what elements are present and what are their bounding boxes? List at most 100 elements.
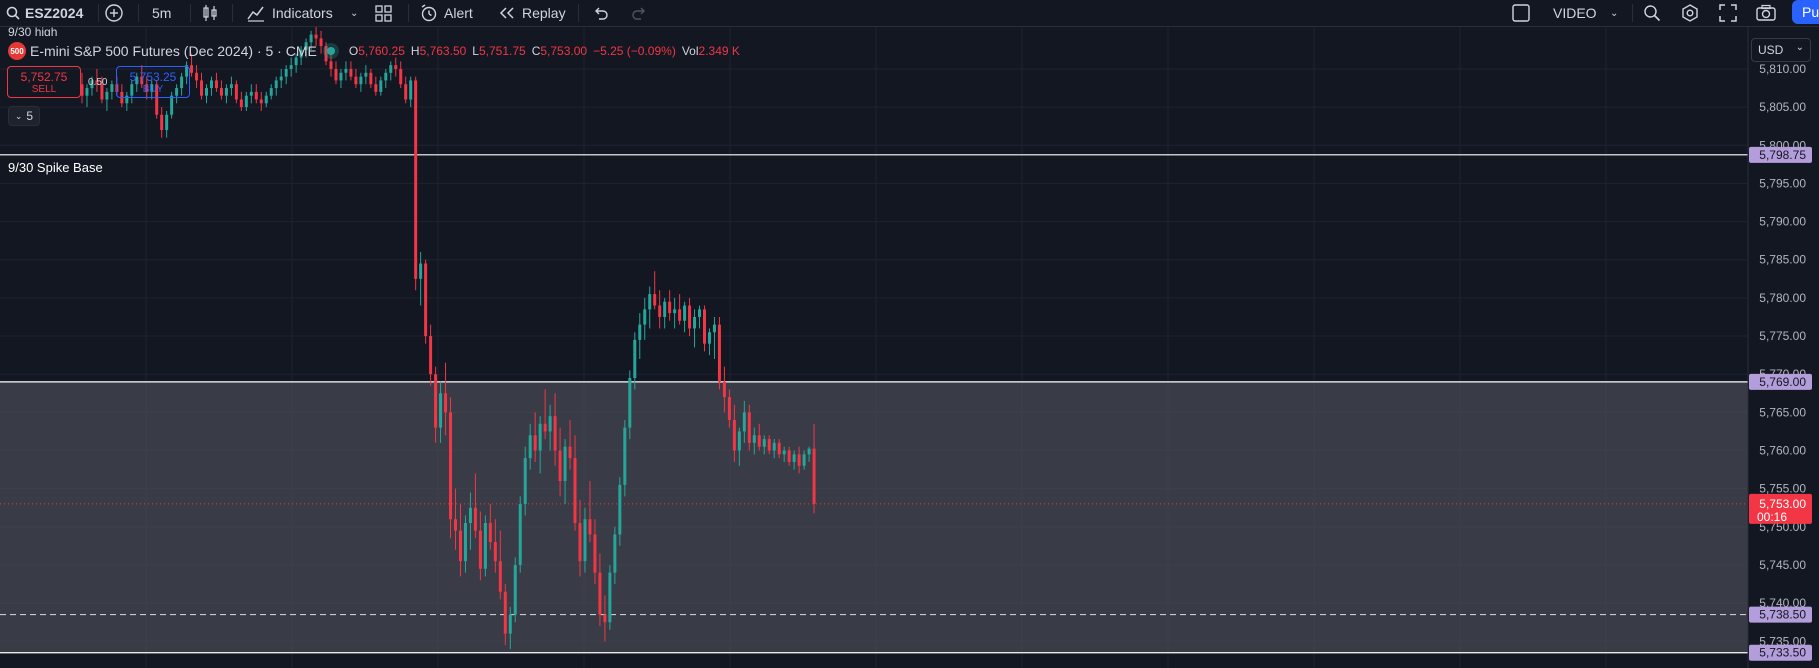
candle-body [732, 419, 736, 451]
level-price-tag: 5,733.50 [1759, 646, 1806, 660]
ohlc-low: L5,751.75 [472, 44, 525, 58]
candle-body [583, 519, 587, 562]
publish-button[interactable]: Pu [1792, 0, 1819, 24]
alert-button[interactable]: Alert [420, 0, 473, 26]
candle-body [90, 80, 94, 89]
buy-label: BUY [142, 84, 164, 95]
toolbar-divider [138, 4, 139, 22]
candle-body [658, 305, 662, 317]
indicators-label: Indicators [272, 5, 333, 21]
expand-icon [1719, 4, 1737, 22]
buy-button[interactable]: 5,753.25 BUY [116, 66, 190, 98]
undo-button[interactable] [593, 0, 609, 26]
publish-label: Pu [1802, 4, 1819, 20]
candle-body [767, 439, 771, 451]
candle-body [792, 454, 796, 462]
candle-body [707, 332, 711, 344]
candle-body [473, 507, 477, 531]
axis-tick-label: 5,790.00 [1759, 215, 1806, 229]
candle-body [528, 435, 532, 459]
sell-label: SELL [31, 84, 57, 95]
candle-body [234, 84, 238, 100]
instrument-title[interactable]: E-mini S&P 500 Futures (Dec 2024) · 5 · … [30, 43, 317, 59]
level-price-tag-bg [1749, 644, 1812, 661]
candle-body [772, 442, 776, 451]
candle-body [110, 84, 114, 92]
video-button[interactable]: VIDEO [1553, 0, 1597, 26]
current-price-tag-bg [1749, 493, 1812, 524]
candle-body [762, 439, 766, 447]
quick-search-button[interactable] [1643, 0, 1661, 26]
candle-body [742, 412, 746, 432]
candle-body [698, 309, 702, 317]
candle-body [224, 88, 228, 96]
ohlc-high: H5,763.50 [411, 44, 466, 58]
currency-select[interactable]: USD ⌄ [1751, 38, 1811, 62]
candle-body [190, 65, 194, 73]
level-lines [0, 154, 1748, 654]
toolbar-divider [578, 4, 579, 22]
candle-body [693, 316, 697, 329]
replay-button[interactable]: Replay [498, 0, 566, 26]
video-dropdown[interactable]: ⌄ [1610, 0, 1618, 26]
symbol-search[interactable]: ESZ2024 [6, 0, 83, 26]
price-axis[interactable] [1748, 27, 1819, 668]
candle-body [573, 458, 577, 524]
candle-body [95, 80, 99, 85]
indicators-icon [247, 6, 264, 22]
candle-body [668, 301, 672, 314]
price-chart[interactable]: 5,735.005,740.005,745.005,750.005,755.00… [0, 27, 1819, 668]
candle-body [195, 72, 199, 81]
candle-body [488, 523, 492, 543]
candle-body [259, 99, 263, 104]
toolbar-divider [232, 4, 233, 22]
spike-base-label: 9/30 Spike Base [8, 160, 103, 175]
candle-body [329, 61, 333, 69]
candle-body [394, 65, 398, 69]
candle-body [379, 80, 383, 92]
chart-type-button[interactable] [202, 0, 218, 26]
candle-body [175, 88, 179, 96]
candle-body [344, 68, 348, 73]
currency-value: USD [1758, 43, 1784, 57]
candle-body [493, 542, 497, 562]
fullscreen-toggle[interactable] [1512, 0, 1530, 26]
candle-body [538, 423, 542, 451]
chevron-down-icon: ⌄ [14, 110, 23, 121]
legend-collapse-button[interactable]: ⌄ 5 [8, 106, 40, 126]
layouts-button[interactable] [375, 0, 392, 26]
ohlc-high-value: 5,763.50 [419, 44, 467, 58]
maximize-button[interactable] [1719, 0, 1737, 26]
indicators-dropdown[interactable]: ⌄ [350, 0, 358, 26]
candle-body [454, 519, 457, 531]
candle-body [712, 324, 716, 333]
chevron-down-icon: ⌄ [1610, 7, 1619, 19]
volume: Vol2.349 K [682, 44, 740, 58]
settings-button[interactable] [1681, 0, 1699, 26]
candle-body [339, 72, 343, 81]
alert-label: Alert [444, 5, 473, 21]
candle-body [633, 339, 637, 379]
snapshot-button[interactable] [1756, 0, 1776, 26]
interval-button[interactable]: 5m [152, 0, 171, 26]
axis-tick-label: 5,785.00 [1759, 253, 1806, 267]
candle-body [364, 72, 368, 77]
candle-body [389, 65, 393, 73]
candle-body [513, 564, 517, 615]
ohlc-open-key: O [348, 44, 359, 58]
candle-body [239, 99, 243, 108]
ohlc-open-value: 5,760.25 [358, 44, 405, 58]
sell-button[interactable]: 5,752.75 SELL [7, 66, 81, 98]
candle-body [140, 76, 144, 85]
compare-symbol-button[interactable] [104, 0, 124, 26]
axis-tick-label: 5,795.00 [1759, 176, 1806, 190]
candle-body [444, 393, 448, 413]
candle-body [478, 530, 482, 569]
redo-button[interactable] [631, 0, 647, 26]
indicators-button[interactable]: Indicators [247, 0, 333, 26]
candle-body [409, 80, 413, 100]
candle-body [269, 88, 273, 96]
candle-body [105, 91, 109, 100]
candle-body [100, 84, 104, 100]
candle-body [214, 80, 218, 89]
